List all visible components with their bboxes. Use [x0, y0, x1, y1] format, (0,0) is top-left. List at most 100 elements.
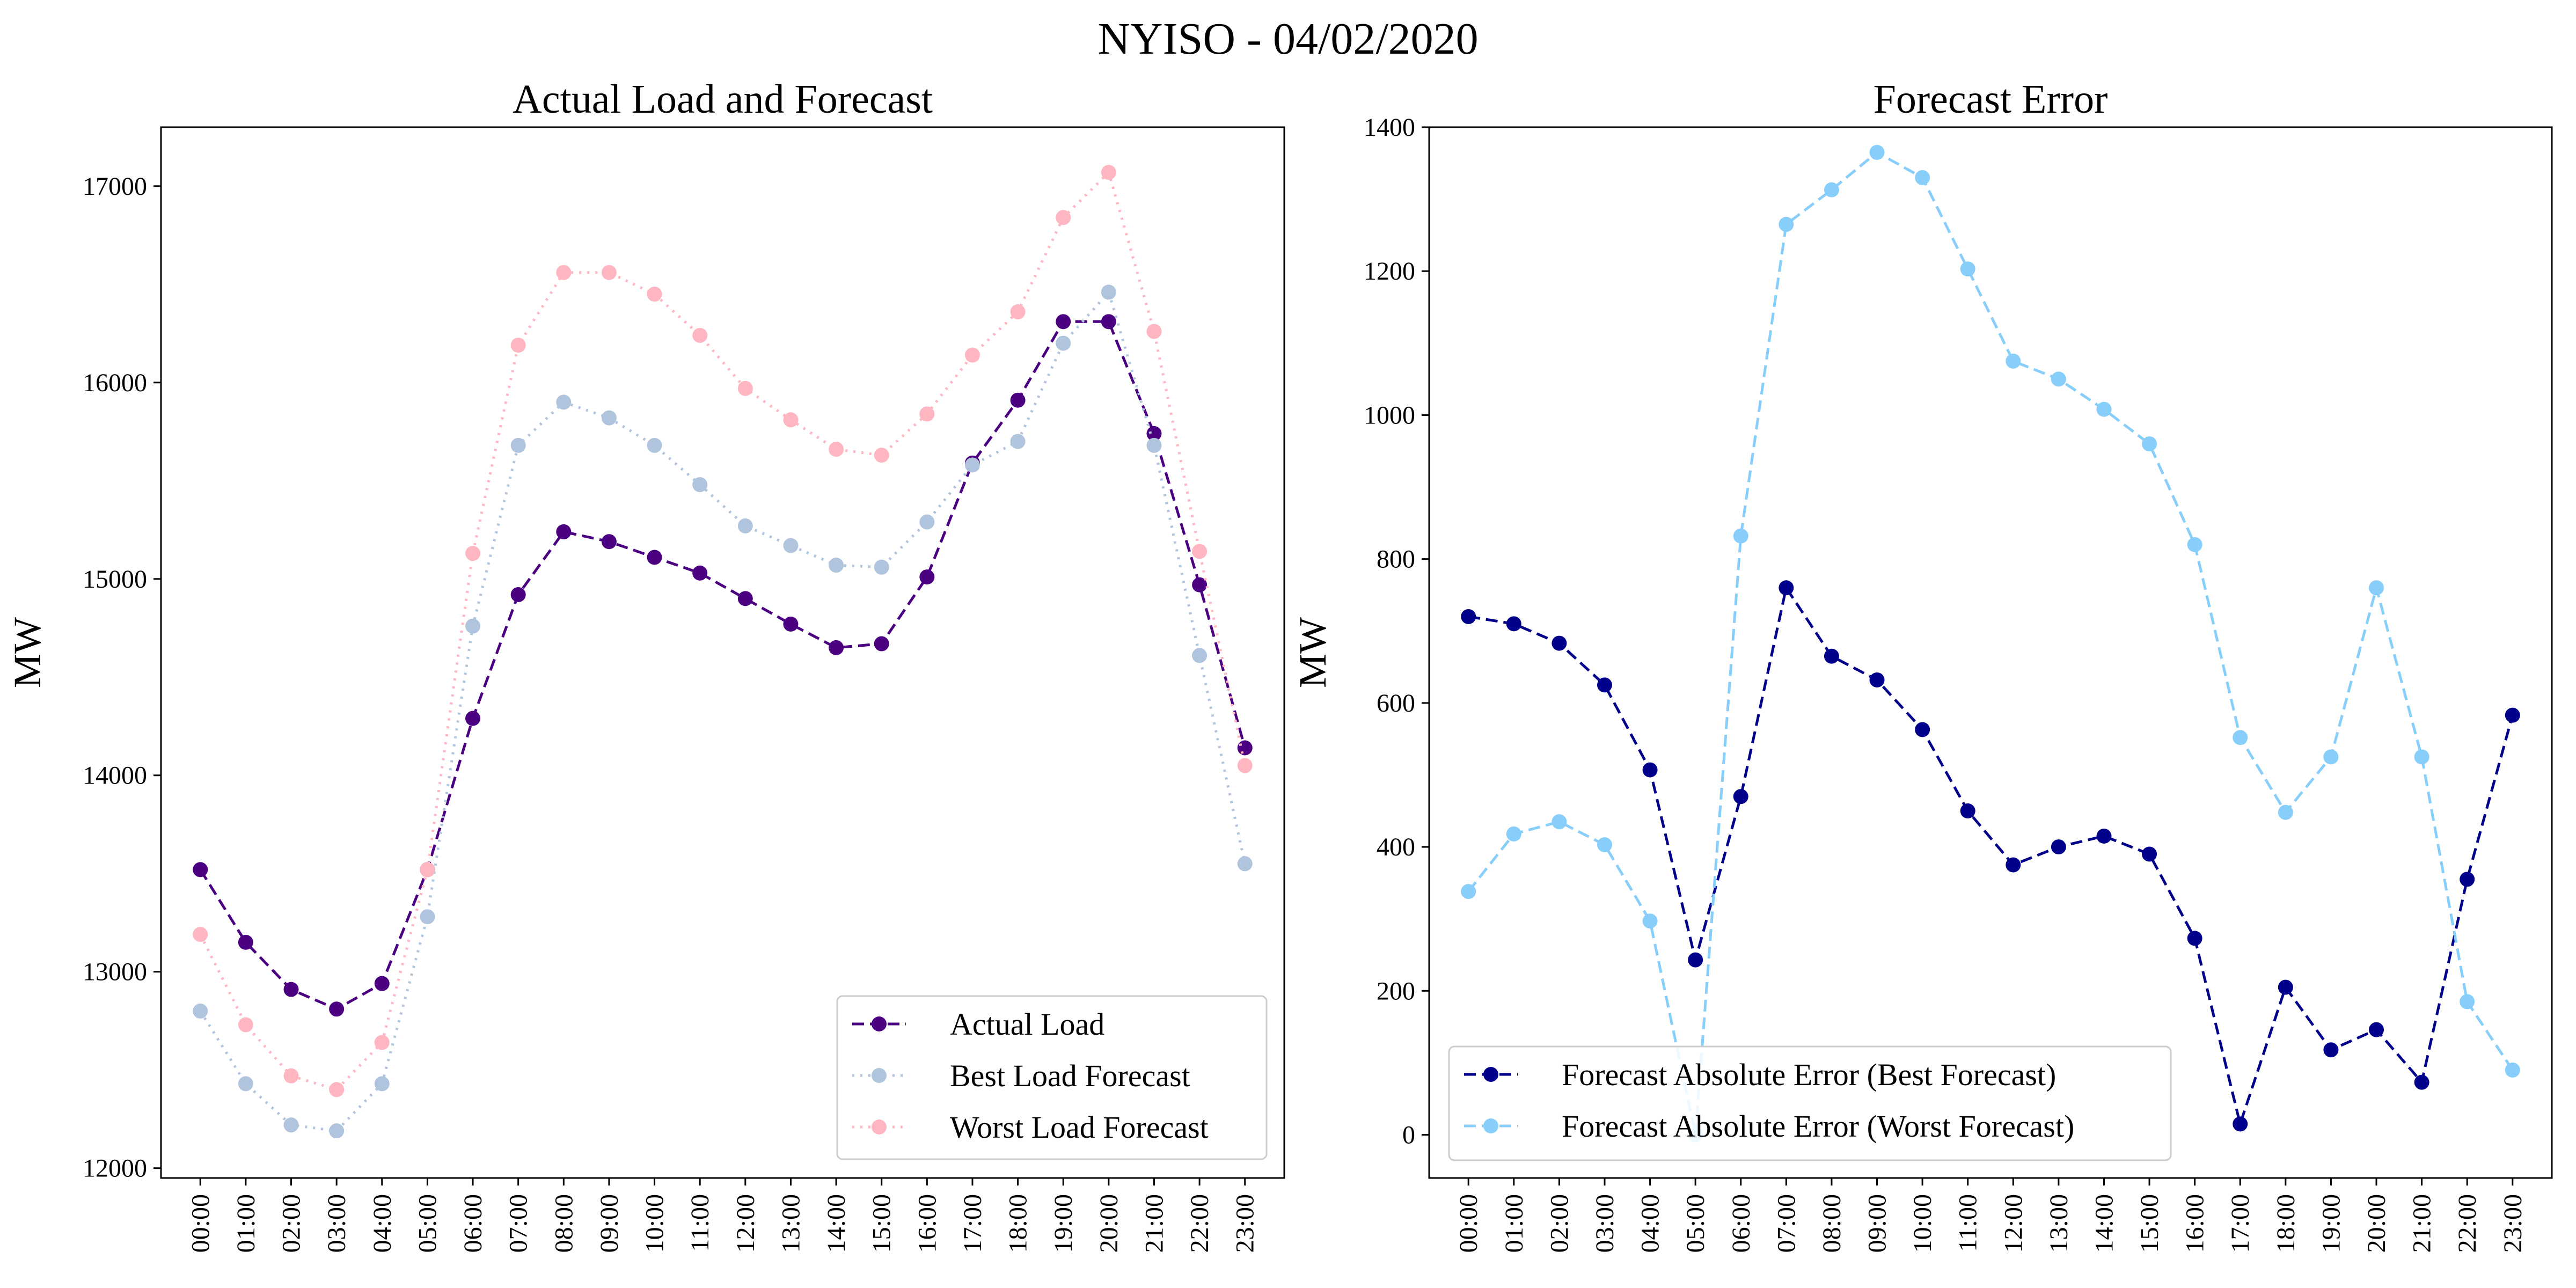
data-point	[193, 1003, 208, 1019]
x-tick-label: 00:00	[186, 1194, 215, 1253]
data-point	[1506, 826, 1521, 841]
data-point	[1824, 182, 1839, 197]
x-tick-label: 08:00	[550, 1194, 578, 1253]
data-point	[692, 565, 708, 581]
data-point	[2187, 537, 2202, 552]
data-point	[283, 982, 299, 997]
data-point	[874, 559, 889, 575]
data-point	[874, 448, 889, 463]
data-point	[2369, 1022, 2384, 1037]
y-tick-label: 17000	[83, 172, 147, 201]
data-point	[919, 514, 935, 530]
data-point	[2006, 353, 2021, 369]
data-point	[2460, 872, 2475, 887]
data-point	[465, 618, 481, 634]
legend-label: Forecast Absolute Error (Best Forecast)	[1562, 1057, 2056, 1092]
x-tick-label: 22:00	[1185, 1194, 1214, 1253]
data-point	[1642, 913, 1658, 929]
data-point	[1869, 144, 1885, 160]
chart-forecast-error: Forecast Error MW 0 200 400 600 800 1000 1200 140…	[1291, 77, 2553, 1253]
data-point	[829, 640, 844, 655]
data-point	[2460, 994, 2475, 1009]
plot-area	[1461, 144, 2520, 1143]
data-point	[329, 1001, 345, 1017]
legend-swatch-marker	[1483, 1067, 1498, 1082]
x-tick-label: 14:00	[2090, 1194, 2118, 1253]
data-point	[329, 1082, 345, 1097]
y-tick-label: 200	[1377, 977, 1415, 1005]
x-tick-label: 12:00	[731, 1194, 760, 1253]
x-tick-label: 11:00	[686, 1194, 714, 1252]
x-tick-label: 09:00	[595, 1194, 624, 1253]
y-tick-label: 600	[1377, 689, 1415, 718]
data-point	[2323, 749, 2339, 765]
series-line	[1468, 584, 2514, 1129]
data-point	[964, 347, 980, 363]
x-tick-label: 06:00	[459, 1194, 487, 1253]
data-point	[1056, 314, 1071, 330]
legend-label: Worst Load Forecast	[950, 1110, 1209, 1145]
x-tick-label: 16:00	[2181, 1194, 2209, 1253]
legend-label: Forecast Absolute Error (Worst Forecast)	[1562, 1109, 2074, 1144]
data-point	[874, 636, 889, 652]
x-tick-label: 01:00	[232, 1194, 260, 1253]
data-point	[1597, 837, 1612, 853]
data-point	[2096, 828, 2112, 844]
x-tick-label: 23:00	[1231, 1194, 1260, 1253]
data-point	[329, 1123, 345, 1139]
figure-suptitle: NYISO - 04/02/2020	[1097, 14, 1478, 64]
y-tick-label: 0	[1402, 1121, 1415, 1150]
data-point	[2505, 707, 2520, 723]
data-point	[2096, 401, 2112, 417]
data-point	[1915, 722, 1930, 737]
y-tick-label: 15000	[83, 565, 147, 594]
data-point	[1960, 261, 1975, 277]
data-point	[1552, 635, 1567, 651]
data-point	[1237, 856, 1253, 872]
legend-swatch-marker	[1483, 1118, 1498, 1133]
x-tick-label: 08:00	[1818, 1194, 1846, 1253]
x-tick-label: 21:00	[2408, 1194, 2436, 1253]
data-point	[238, 934, 253, 950]
data-point	[465, 546, 481, 561]
data-point	[2414, 1074, 2429, 1090]
data-point	[238, 1017, 253, 1033]
x-tick-label: 07:00	[504, 1194, 533, 1253]
data-point	[283, 1117, 299, 1133]
x-tick-label: 15:00	[2135, 1194, 2164, 1253]
data-point	[1101, 165, 1116, 180]
data-point	[1461, 609, 1476, 624]
data-point	[737, 518, 753, 533]
data-point	[420, 909, 435, 925]
data-point	[1733, 789, 1748, 804]
data-point	[2414, 749, 2429, 765]
data-point	[783, 538, 799, 553]
data-point	[1552, 814, 1567, 830]
y-axis-label: MW	[1291, 617, 1334, 688]
data-point	[374, 976, 390, 991]
data-point	[2369, 580, 2384, 596]
legend-frame	[836, 995, 1268, 1160]
data-point	[919, 406, 935, 422]
data-point	[510, 338, 526, 353]
y-tick-label: 800	[1377, 545, 1415, 574]
x-tick-label: 19:00	[2317, 1194, 2345, 1253]
data-point	[964, 457, 980, 473]
data-point	[1597, 677, 1612, 693]
data-point	[1010, 392, 1026, 408]
data-point	[2505, 1062, 2520, 1078]
y-tick-label: 1400	[1364, 113, 1415, 142]
x-tick-label: 00:00	[1454, 1194, 1483, 1253]
data-point	[556, 265, 572, 280]
y-tick-label: 16000	[83, 369, 147, 397]
legend: Actual Load Best Load Forecast Worst Load …	[836, 995, 1268, 1160]
data-point	[510, 587, 526, 603]
x-tick-label: 13:00	[2045, 1194, 2073, 1253]
data-point	[783, 616, 799, 632]
data-point	[2323, 1042, 2339, 1058]
y-tick-label: 12000	[83, 1154, 147, 1183]
legend-label: Actual Load	[950, 1007, 1104, 1042]
data-point	[1056, 335, 1071, 351]
data-point	[1237, 740, 1253, 756]
data-point	[2051, 371, 2066, 387]
